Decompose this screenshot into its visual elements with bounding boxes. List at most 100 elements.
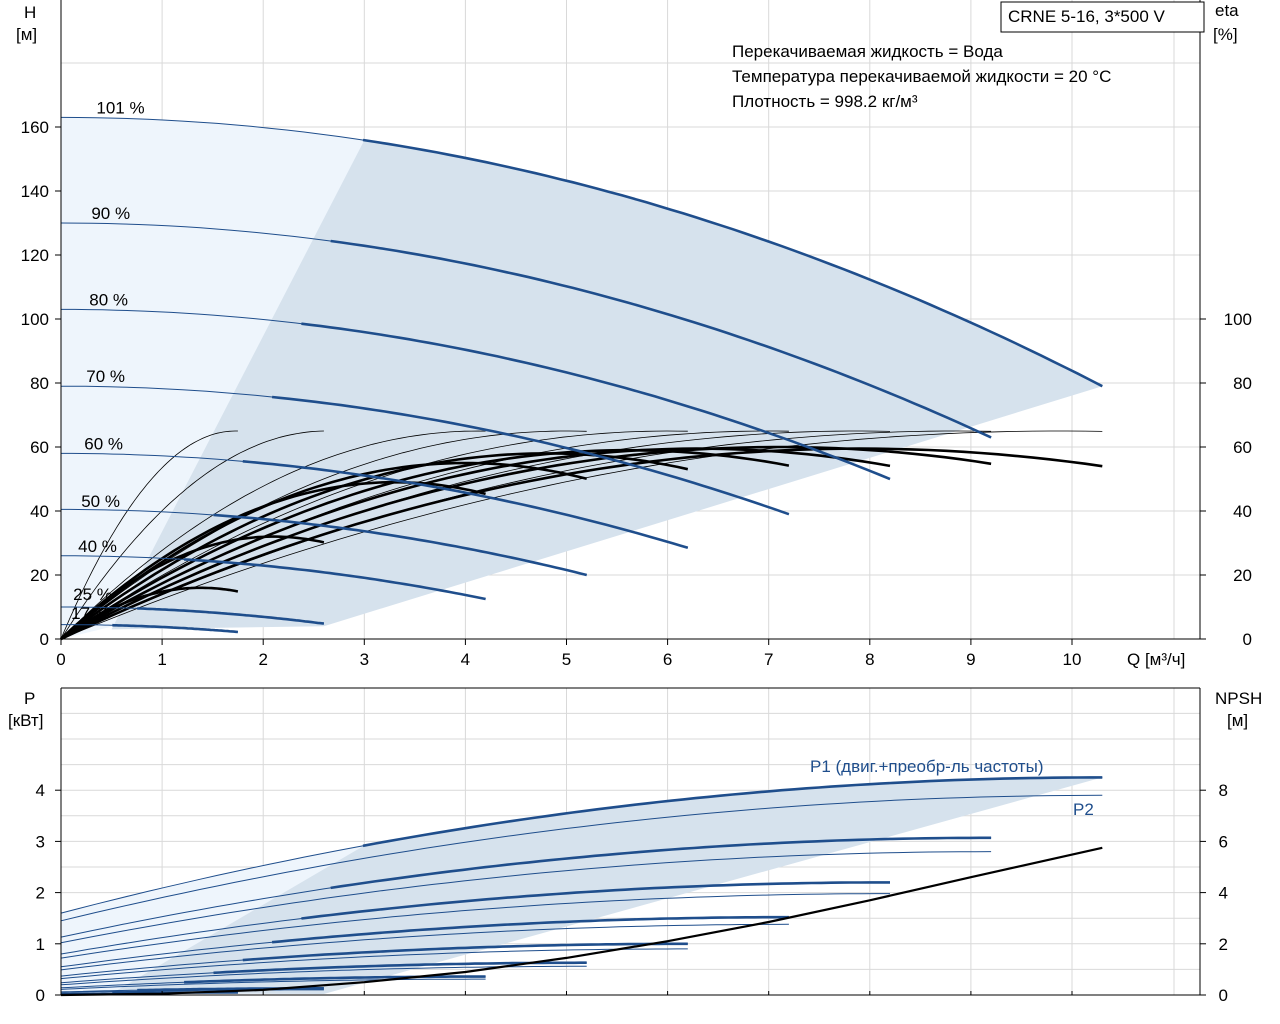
bottom-axes: [55, 687, 1206, 996]
p2-series-label: P2: [1073, 800, 1094, 819]
efficiency-curve-thin: [60, 430, 324, 640]
speed-label: 101 %: [96, 98, 144, 117]
head-curve: [213, 513, 588, 577]
x-tick-label: 4: [461, 650, 470, 669]
p1-curve: [184, 975, 486, 984]
efficiency-curve-thin: [60, 430, 1103, 640]
efficiency-curve-thin: [60, 430, 238, 640]
p1-curve: [362, 776, 1103, 848]
eta-tick-label: 40: [1233, 502, 1252, 521]
x-tick-label: 6: [663, 650, 672, 669]
p2-curve: [60, 851, 992, 944]
npsh-tick-label: 6: [1219, 832, 1228, 851]
p2-curve: [60, 794, 1103, 922]
head-curve: [362, 138, 1103, 388]
bottom-chart: 0 1 2 3 4 0 2 4 6 8 P [кВт] NPSH [м] P1 (двиг.+пр…: [8, 687, 1262, 1005]
model-label-box: [1000, 1, 1205, 33]
h-tick-label: 100: [21, 310, 49, 329]
npsh-curve: [60, 846, 1103, 997]
p1-curve: [242, 942, 688, 962]
head-curve: [330, 239, 992, 439]
dark-area: [111, 140, 1103, 630]
top-tick-labels: 0 1 2 3 4 5 6 7 8 9 100 20 40 60 80 100 120 140 160 0 20 40 60…: [21, 118, 1252, 669]
h-tick-label: 140: [21, 182, 49, 201]
h-tick-label: 120: [21, 246, 49, 265]
h-tick-label: 80: [30, 374, 49, 393]
head-curves: 101 % 90 % 80 % 70 % 60 % 50 % 40 % 25 %17 %: [60, 98, 1103, 634]
head-curve: [112, 623, 239, 634]
power-curves: [60, 776, 1103, 997]
npsh-tick-label: 4: [1219, 884, 1228, 903]
speed-label: 25 %: [73, 585, 112, 604]
x-tick-label: 5: [562, 650, 571, 669]
p2-curve: [60, 893, 890, 959]
eta-tick-label: 20: [1233, 566, 1252, 585]
npsh-tick-label: 8: [1219, 781, 1228, 800]
npsh-tick-label: 0: [1219, 986, 1228, 1005]
p1-series-label: P1 (двиг.+преобр-ль частоты): [810, 757, 1043, 776]
eta-tick-label: 60: [1233, 438, 1252, 457]
info-density: Плотность = 998.2 кг/м³: [732, 92, 918, 111]
p2-curve: [60, 978, 486, 990]
efficiency-curve: [60, 447, 891, 641]
eta-tick-label: 100: [1224, 310, 1252, 329]
x-tick-label: 3: [360, 650, 369, 669]
speed-label: 90 %: [91, 204, 130, 223]
head-curve: [301, 322, 891, 481]
efficiency-curve-thin: [60, 430, 486, 640]
speed-label: 17 %: [71, 604, 110, 623]
eta-tick-label: 80: [1233, 374, 1252, 393]
npsh-axis-label: NPSH: [1215, 689, 1262, 708]
npsh-tick-label: 2: [1219, 935, 1228, 954]
efficiency-curve: [60, 447, 1103, 641]
p-tick-label: 3: [36, 832, 45, 851]
head-curve: [242, 460, 689, 550]
efficiency-curve-thin: [60, 430, 587, 640]
top-operating-area: [61, 117, 1103, 639]
light-area: [61, 117, 365, 639]
p2-curve: [60, 948, 688, 980]
efficiency-curve-thin: [60, 430, 688, 640]
head-curve: [184, 558, 486, 601]
h-axis-label: H: [24, 3, 36, 22]
speed-label: 60 %: [84, 434, 123, 453]
eta-axis-unit: [%]: [1213, 25, 1238, 44]
p1-curve: [301, 881, 890, 920]
p-tick-label: 4: [36, 781, 45, 800]
q-axis-label: Q [м³/ч]: [1127, 650, 1185, 669]
top-axes: [55, 0, 1206, 645]
h-tick-label: 0: [40, 630, 49, 649]
speed-label: 40 %: [78, 537, 117, 556]
p-axis-unit: [кВт]: [8, 711, 43, 730]
bottom-light-area: [61, 845, 365, 995]
x-tick-label: 7: [764, 650, 773, 669]
info-liquid: Перекачиваемая жидкость = Вода: [732, 42, 1003, 61]
x-tick-label: 0: [56, 650, 65, 669]
p1-curve: [271, 915, 789, 944]
p-tick-label: 0: [36, 986, 45, 1005]
p-tick-label: 2: [36, 884, 45, 903]
info-temperature: Температура перекачиваемой жидкости = 20…: [732, 67, 1111, 86]
efficiency-curves: [60, 430, 1103, 641]
x-tick-label: 9: [966, 650, 975, 669]
efficiency-curve: [60, 461, 588, 640]
speed-label: 80 %: [89, 290, 128, 309]
h-tick-label: 160: [21, 118, 49, 137]
p2-curve: [60, 923, 789, 971]
speed-label: 70 %: [86, 367, 125, 386]
p-tick-label: 1: [36, 935, 45, 954]
x-tick-label: 8: [865, 650, 874, 669]
h-tick-label: 40: [30, 502, 49, 521]
h-tick-label: 20: [30, 566, 49, 585]
head-curve: [137, 607, 325, 625]
x-tick-label: 1: [157, 650, 166, 669]
model-label: CRNE 5-16, 3*500 V: [1008, 7, 1166, 26]
head-curve: [271, 395, 790, 516]
speed-label: 50 %: [81, 492, 120, 511]
x-tick-label: 10: [1063, 650, 1082, 669]
npsh-axis-unit: [м]: [1227, 711, 1248, 730]
eta-axis-label: eta: [1215, 1, 1239, 20]
x-tick-label: 2: [258, 650, 267, 669]
